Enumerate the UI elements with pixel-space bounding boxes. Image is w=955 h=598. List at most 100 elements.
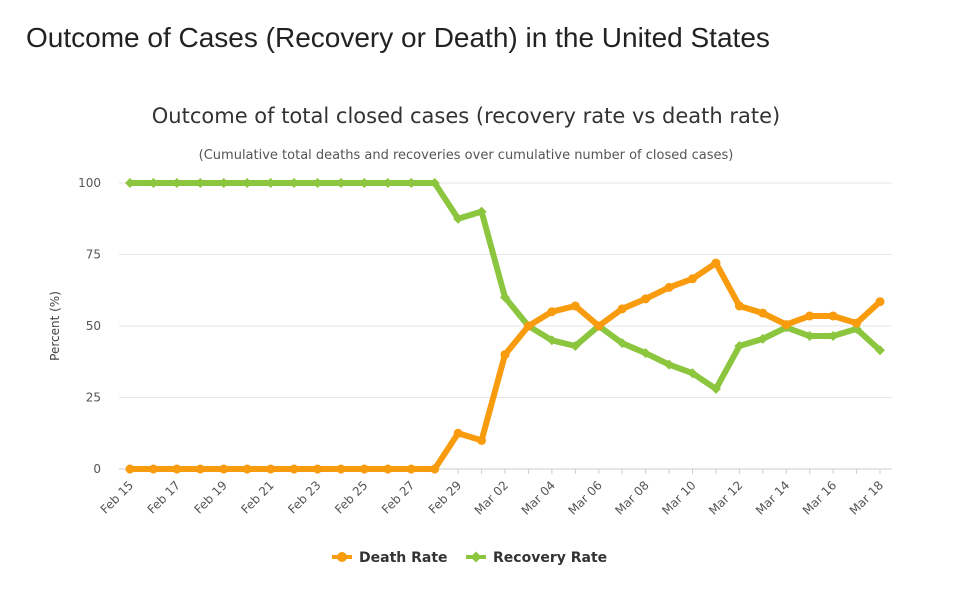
data-point[interactable] (406, 178, 417, 188)
y-axis-label: Percent (%) (48, 291, 62, 361)
data-point[interactable] (500, 350, 510, 360)
data-point[interactable] (547, 307, 557, 317)
legend-marker (470, 551, 482, 563)
x-tick-label: Feb 17 (145, 478, 183, 516)
data-point[interactable] (359, 464, 369, 474)
x-tick-label: Mar 18 (847, 478, 886, 517)
data-point[interactable] (266, 464, 276, 474)
data-point[interactable] (148, 464, 158, 474)
chart-subtitle: (Cumulative total deaths and recoveries … (199, 148, 734, 163)
x-tick-label: Feb 27 (379, 478, 417, 516)
grid-lines (119, 182, 892, 470)
x-tick-label: Mar 02 (472, 478, 511, 517)
legend-label: Death Rate (359, 550, 448, 566)
series-recovery-rate (125, 178, 885, 394)
x-tick-label: Mar 16 (800, 478, 839, 517)
data-point[interactable] (171, 178, 182, 188)
data-point[interactable] (711, 258, 721, 268)
page-title: Outcome of Cases (Recovery or Death) in … (26, 22, 770, 53)
data-point[interactable] (383, 464, 393, 474)
data-point[interactable] (312, 178, 323, 188)
data-point[interactable] (664, 359, 675, 370)
data-point[interactable] (664, 282, 674, 292)
data-point[interactable] (125, 464, 135, 474)
x-tick-label: Feb 21 (238, 478, 276, 516)
legend-marker (337, 552, 347, 562)
x-tick-label: Mar 12 (706, 478, 745, 517)
data-point[interactable] (265, 178, 276, 188)
y-tick-label: 0 (93, 462, 101, 476)
legend-item-death-rate[interactable]: Death Rate (332, 550, 448, 566)
data-point[interactable] (125, 178, 135, 188)
y-tick-label: 50 (86, 319, 101, 333)
x-tick-label: Mar 14 (753, 478, 792, 517)
data-point[interactable] (617, 338, 628, 349)
chart-title: Outcome of total closed cases (recovery … (152, 104, 780, 128)
data-point[interactable] (523, 321, 533, 331)
y-axis: 0 25 50 75 100 (78, 176, 101, 476)
data-point[interactable] (219, 464, 229, 474)
data-point[interactable] (688, 274, 697, 284)
data-point[interactable] (875, 345, 885, 356)
data-point[interactable] (430, 464, 440, 474)
data-point[interactable] (500, 292, 510, 303)
data-point[interactable] (453, 428, 463, 438)
x-tick-label: Mar 04 (519, 478, 558, 517)
data-point[interactable] (406, 464, 416, 474)
data-point[interactable] (289, 178, 300, 188)
x-tick-label: Feb 25 (332, 478, 370, 516)
y-tick-label: 100 (78, 176, 101, 190)
data-point[interactable] (828, 331, 839, 342)
data-point[interactable] (687, 368, 698, 379)
data-point[interactable] (875, 297, 885, 307)
data-point[interactable] (758, 308, 768, 318)
data-point[interactable] (804, 331, 815, 342)
data-point[interactable] (546, 335, 557, 346)
y-tick-label: 75 (86, 248, 101, 262)
data-point[interactable] (805, 311, 815, 321)
x-tick-label: Feb 29 (426, 478, 464, 516)
series-death-rate (125, 258, 885, 474)
data-point[interactable] (477, 435, 487, 445)
data-point[interactable] (359, 178, 370, 188)
data-point[interactable] (172, 464, 182, 474)
data-point[interactable] (218, 178, 229, 188)
legend[interactable]: Death Rate Recovery Rate (332, 550, 607, 566)
data-point[interactable] (242, 464, 252, 474)
data-point[interactable] (195, 178, 206, 188)
x-tick-label: Feb 23 (285, 478, 323, 516)
series-group (125, 178, 885, 474)
data-point[interactable] (382, 178, 393, 188)
data-point[interactable] (781, 320, 791, 330)
data-point[interactable] (734, 341, 745, 352)
data-point[interactable] (757, 333, 768, 344)
data-point[interactable] (313, 464, 322, 474)
data-point[interactable] (453, 213, 464, 224)
data-point[interactable] (617, 304, 627, 314)
data-point[interactable] (336, 464, 346, 474)
x-tick-label: Mar 08 (612, 478, 651, 517)
data-point[interactable] (148, 178, 159, 188)
data-point[interactable] (195, 464, 205, 474)
data-point[interactable] (734, 301, 744, 311)
data-point[interactable] (570, 301, 580, 311)
data-point[interactable] (476, 206, 487, 217)
data-point[interactable] (641, 294, 651, 304)
data-point[interactable] (710, 383, 721, 394)
data-point[interactable] (570, 341, 581, 352)
data-point[interactable] (429, 178, 440, 188)
legend-item-recovery-rate[interactable]: Recovery Rate (466, 550, 607, 566)
data-point[interactable] (852, 318, 862, 328)
x-tick-label: Mar 10 (659, 478, 698, 517)
data-point[interactable] (640, 348, 651, 359)
data-point[interactable] (242, 178, 253, 188)
y-tick-label: 25 (86, 391, 101, 405)
data-point[interactable] (828, 311, 838, 321)
data-point[interactable] (289, 464, 299, 474)
data-point[interactable] (594, 321, 604, 331)
data-point[interactable] (335, 178, 346, 188)
legend-label: Recovery Rate (493, 550, 607, 566)
x-tick-label: Mar 06 (565, 478, 604, 517)
x-tick-label: Feb 19 (191, 478, 229, 516)
